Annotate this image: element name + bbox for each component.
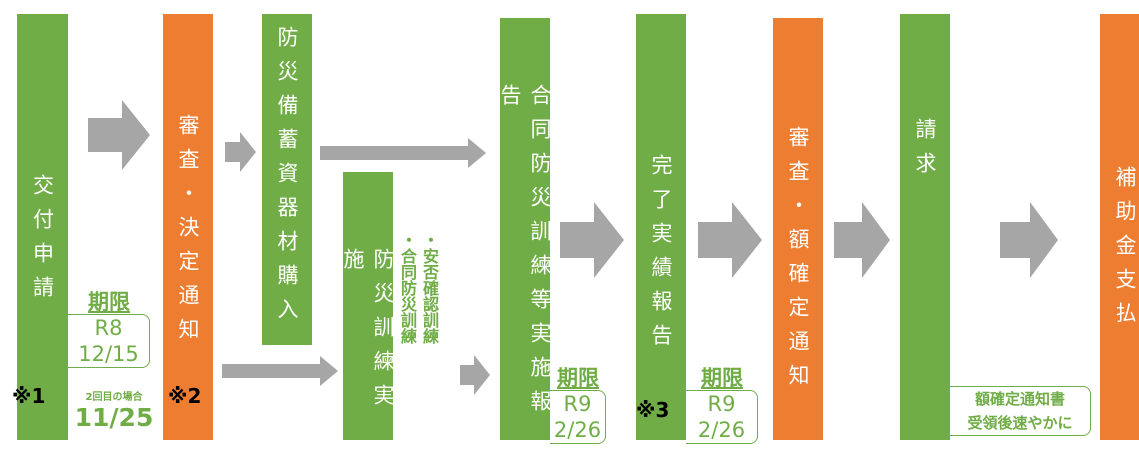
arrow — [225, 132, 256, 172]
payment-note: 額確定通知書 受領後速やかに — [950, 386, 1091, 436]
second-time: 2回目の場合 11/25 — [68, 388, 160, 432]
deadline-date: 2/26 — [553, 418, 602, 442]
second-time-date: 11/25 — [74, 403, 154, 432]
node: 審査・額確定通知 — [773, 18, 823, 440]
deadline-era: R8 — [94, 316, 123, 340]
arrow — [834, 202, 890, 278]
node-label: 請求 — [913, 118, 937, 186]
node-label: 補助金支払 — [1113, 166, 1137, 336]
arrow — [560, 202, 624, 278]
deadline: 期限 R9 2/26 — [550, 366, 606, 444]
deadline-date: 12/15 — [78, 342, 139, 366]
note-mark: ※3 — [636, 398, 670, 422]
node-label: 交付申請 — [30, 174, 55, 310]
node-label: 防災訓練実施 — [341, 248, 395, 418]
deadline-label: 期限 — [88, 290, 130, 314]
arrow — [320, 138, 486, 168]
node: 審査・決定通知 — [163, 14, 213, 440]
arrow — [1000, 202, 1058, 278]
node: 完了実績報告 — [636, 14, 686, 440]
node: 防災備蓄資器材購入 — [262, 14, 312, 345]
payment-note-line: 額確定通知書 — [974, 390, 1065, 408]
node: 請求 — [900, 14, 950, 440]
arrow — [460, 355, 490, 395]
deadline-era: R9 — [563, 392, 592, 416]
deadline-date: 2/26 — [697, 418, 746, 442]
node-label: 完了実績報告 — [649, 154, 673, 358]
deadline-era: R9 — [707, 392, 736, 416]
arrow — [698, 202, 762, 278]
node-label: 合同防災訓練等実施報告 — [498, 84, 552, 424]
training-item: ・合同防災訓練 — [398, 232, 417, 344]
node-label: 審査・決定通知 — [176, 114, 200, 352]
deadline-label: 期限 — [701, 366, 743, 390]
node: 合同防災訓練等実施報告 — [498, 18, 552, 440]
node-label: 防災備蓄資器材購入 — [275, 26, 299, 332]
training-items: ・安否確認訓練 ・合同防災訓練 — [396, 232, 440, 402]
note-mark: ※2 — [168, 384, 202, 408]
deadline-label: 期限 — [557, 366, 599, 390]
deadline: 期限 R9 2/26 — [686, 366, 758, 444]
arrow — [222, 356, 338, 386]
payment-note-line: 受領後速やかに — [967, 414, 1073, 432]
node: 防災訓練実施 — [341, 172, 395, 440]
note-mark: ※1 — [12, 384, 46, 408]
node: 交付申請 — [17, 14, 68, 440]
node-label: 審査・額確定通知 — [786, 126, 810, 398]
arrow — [88, 100, 150, 170]
deadline: 期限 R8 12/15 — [68, 290, 150, 368]
training-item: ・安否確認訓練 — [420, 232, 439, 344]
second-time-label: 2回目の場合 — [85, 392, 143, 403]
node: 補助金支払 — [1100, 14, 1139, 440]
